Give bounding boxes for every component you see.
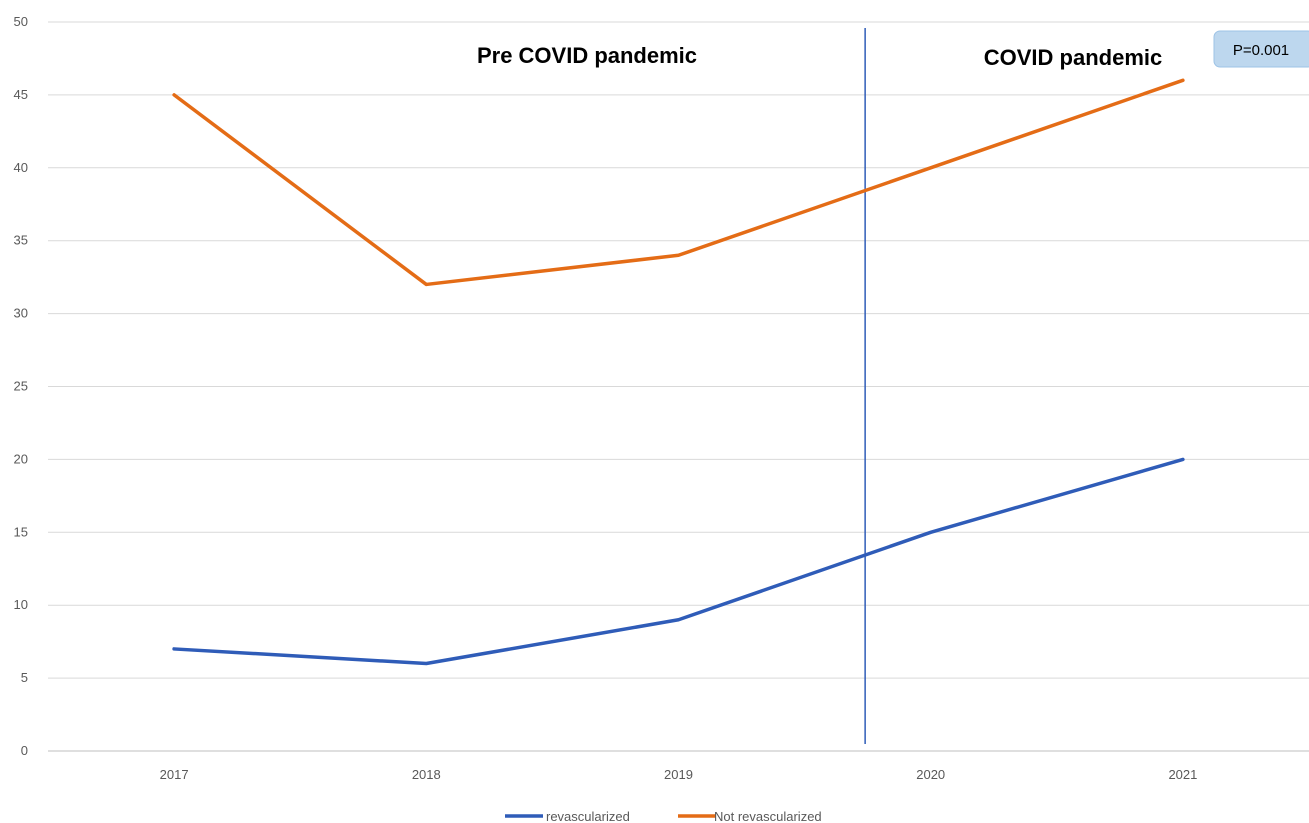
y-tick-label-0: 0 — [21, 743, 28, 758]
y-axis-ticks: 0 5 10 15 20 25 30 35 40 45 50 — [14, 14, 28, 758]
p-value-label: P=0.001 — [1233, 42, 1289, 59]
y-tick-label-20: 20 — [14, 451, 28, 466]
x-tick-label-2021: 2021 — [1168, 767, 1197, 782]
covid-label: COVID pandemic — [984, 45, 1162, 70]
x-axis-ticks: 2017 2018 2019 2020 2021 — [160, 767, 1198, 782]
legend-label-0: revascularized — [546, 809, 630, 823]
series-line-0 — [172, 457, 1185, 666]
x-tick-label-2019: 2019 — [664, 767, 693, 782]
series-line-1 — [172, 78, 1185, 287]
x-tick-label-2018: 2018 — [412, 767, 441, 782]
p-value-box: P=0.001 — [1213, 30, 1309, 68]
legend: revascularized Not revascularized — [505, 809, 822, 823]
y-tick-label-15: 15 — [14, 524, 28, 539]
series-lines — [172, 78, 1185, 666]
y-tick-label-40: 40 — [14, 160, 28, 175]
legend-label-1: Not revascularized — [714, 809, 822, 823]
y-tick-label-25: 25 — [14, 379, 28, 394]
y-tick-label-30: 30 — [14, 306, 28, 321]
p-value-box-background — [1213, 30, 1309, 68]
gridlines — [48, 21, 1309, 752]
pre-covid-label: Pre COVID pandemic — [477, 43, 697, 68]
y-tick-label-10: 10 — [14, 597, 28, 612]
x-tick-label-2017: 2017 — [160, 767, 189, 782]
y-tick-label-50: 50 — [14, 14, 28, 29]
y-tick-label-35: 35 — [14, 233, 28, 248]
y-tick-label-45: 45 — [14, 87, 28, 102]
x-tick-label-2020: 2020 — [916, 767, 945, 782]
y-tick-label-5: 5 — [21, 670, 28, 685]
